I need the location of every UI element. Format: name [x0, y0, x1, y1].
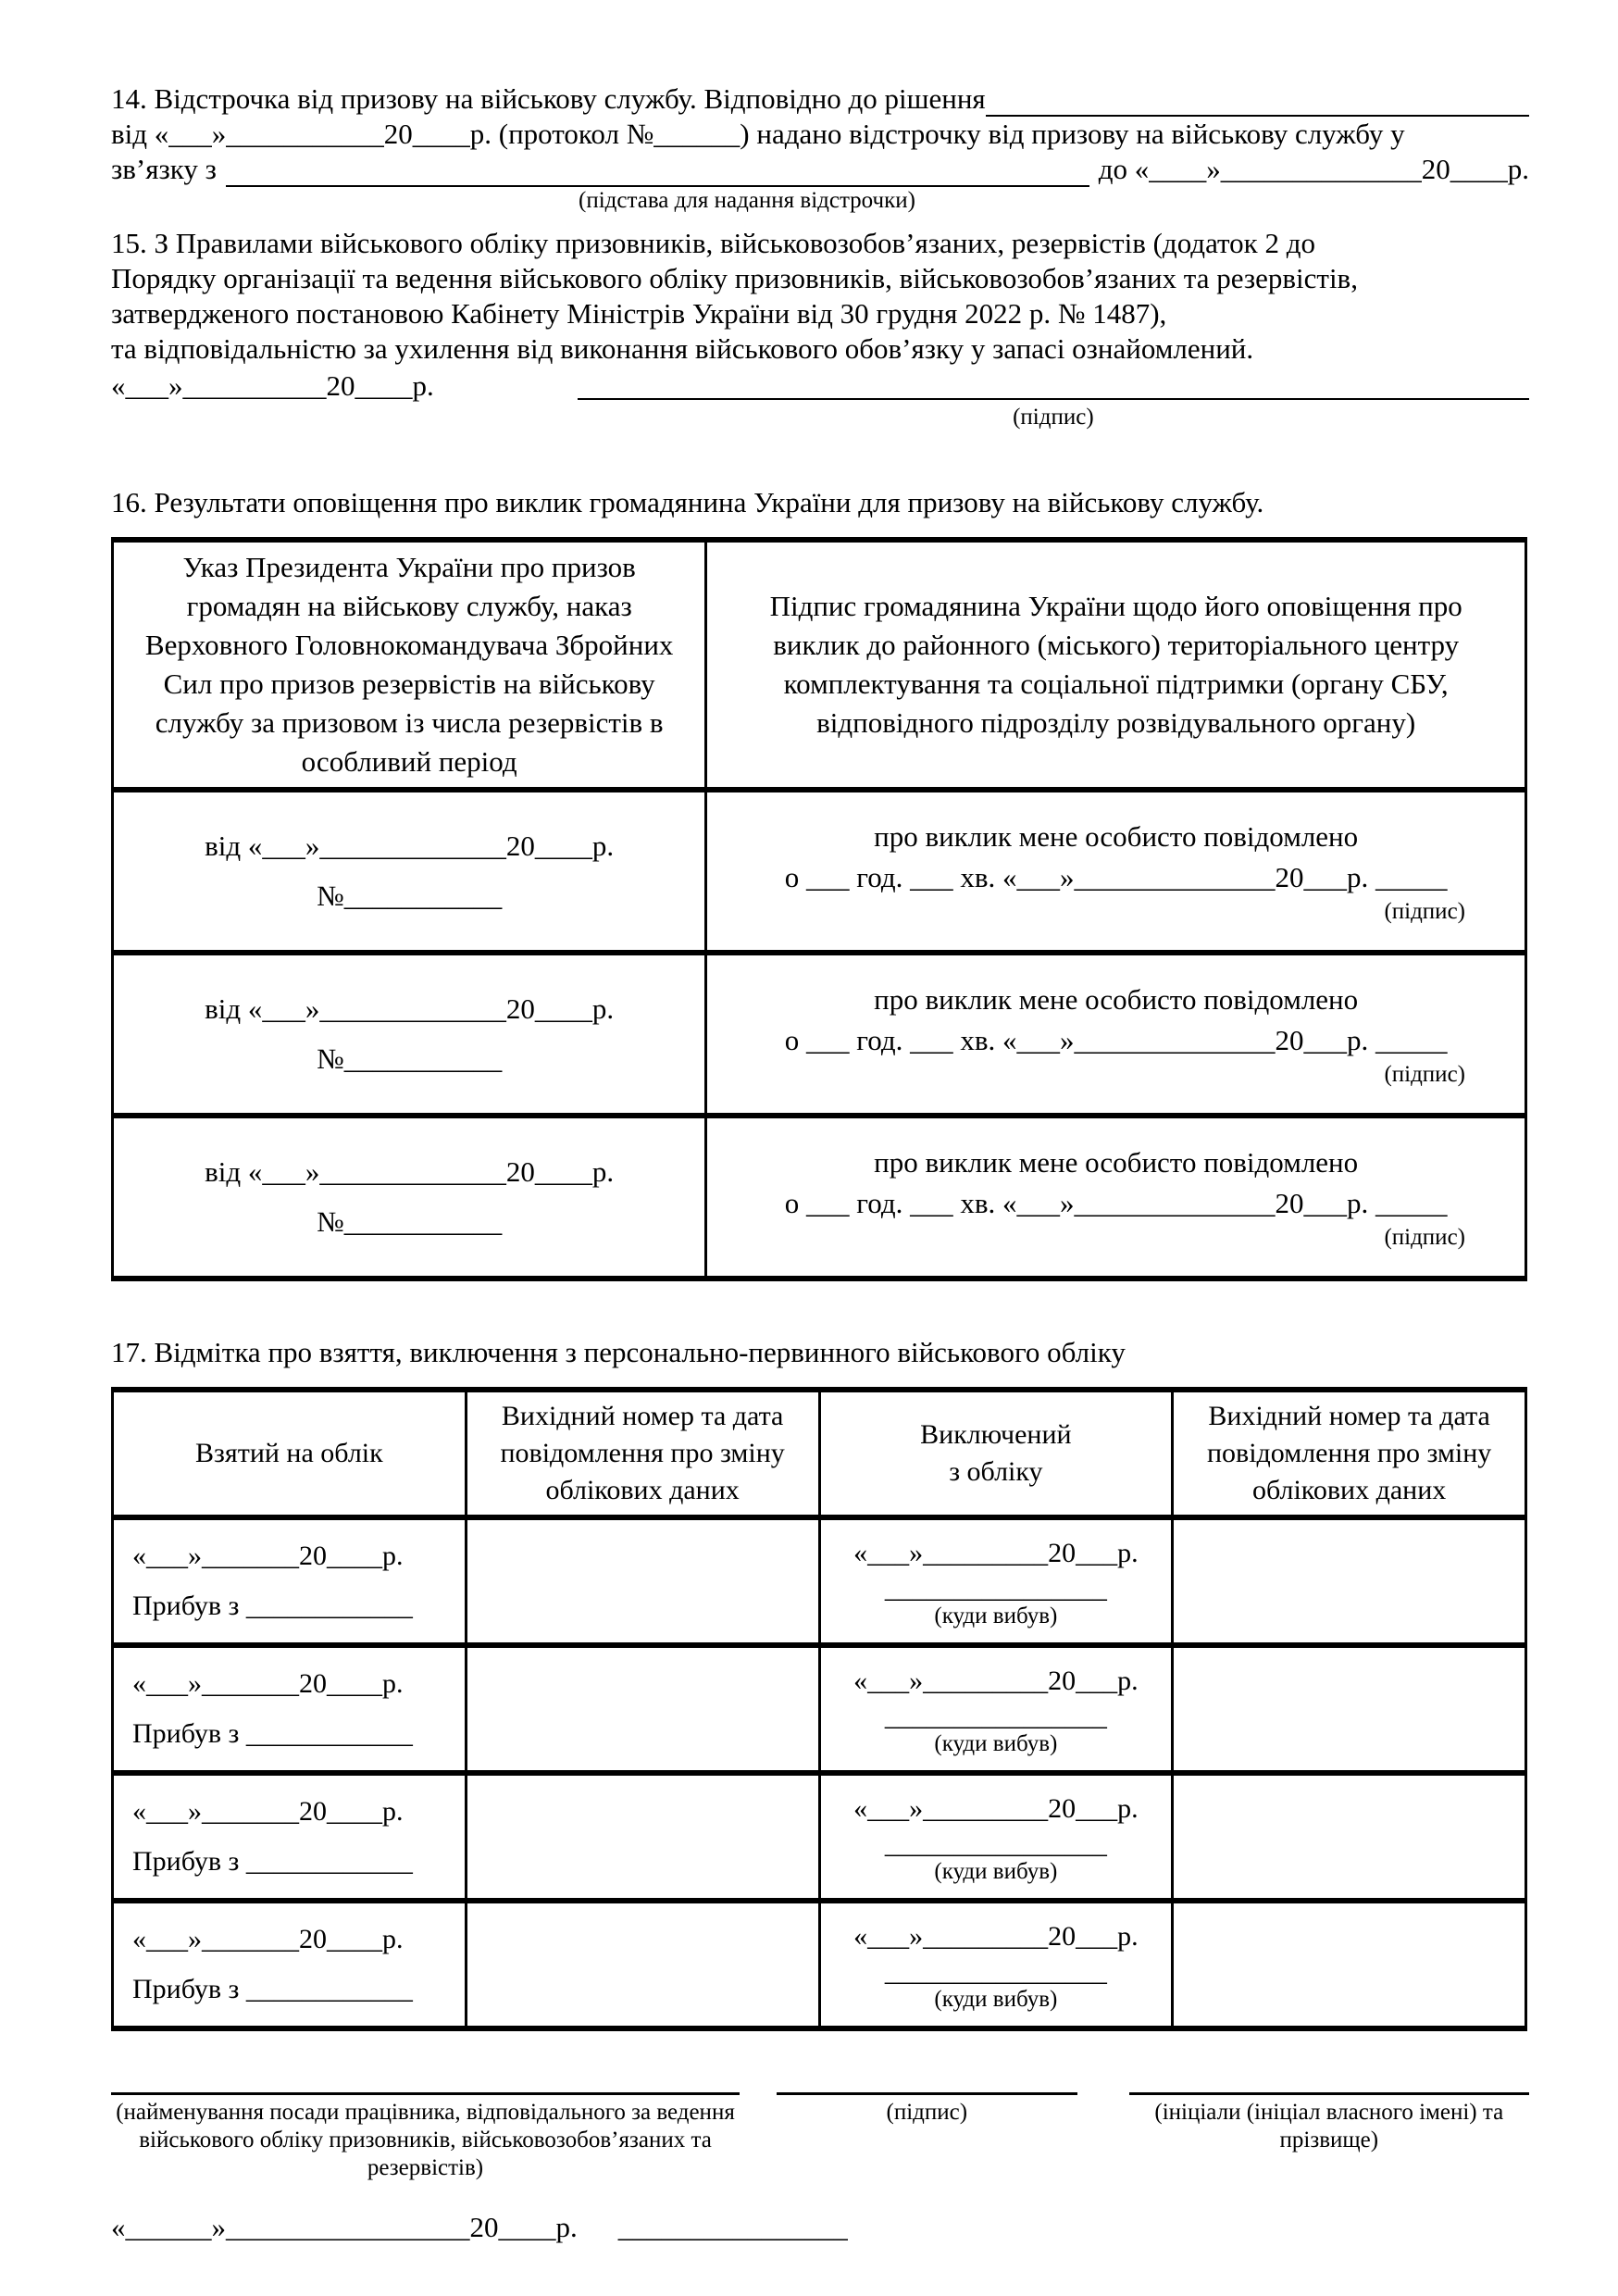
- notified-datetime-blank: о ___ год. ___ хв. «___»______________20…: [784, 861, 1448, 893]
- notified-statement: про виклик мене особисто повідомлено: [874, 1146, 1359, 1179]
- table-row: «___»_______20____р. Прибув з __________…: [111, 1515, 1527, 1648]
- table-row: від «___»_____________20____р. №________…: [110, 950, 1527, 1118]
- decree-number-blank: №___________: [317, 880, 503, 912]
- section-14-text-line3-start: зв’язку з: [111, 153, 217, 185]
- signature-caption: (підпис): [1384, 1062, 1465, 1087]
- departed-to-blank: ________________: [884, 1828, 1107, 1859]
- header-outgoing-number-1: Вихідний номер та дата повідомлення про …: [464, 1387, 821, 1520]
- signature-caption: (підпис): [1384, 899, 1465, 924]
- decision-blank-line: [985, 83, 1529, 117]
- outgoing-number-cell: [464, 1898, 821, 2031]
- arrived-from-blank: Прибув з ____________: [132, 1591, 413, 1621]
- departed-to-blank: ________________: [884, 1573, 1107, 1603]
- signature-caption: (підпис): [1013, 405, 1094, 430]
- signature-blank-line: [777, 2092, 1077, 2095]
- registered-date-blank: «___»_______20____р.: [132, 1541, 404, 1571]
- section-14-text-line3-end: до «____»______________20____р.: [1098, 153, 1529, 185]
- outgoing-number-cell: [1171, 1515, 1527, 1648]
- section-15-text-line1: 15. З Правилами військового обліку призо…: [111, 227, 1316, 259]
- footer-date-line: «______»_________________20____р. ______…: [111, 2210, 1529, 2245]
- header-outgoing-number-2: Вихідний номер та дата повідомлення про …: [1171, 1387, 1527, 1520]
- registered-date-blank: «___»_______20____р.: [132, 1796, 404, 1827]
- table-row: «___»_______20____р. Прибув з __________…: [111, 1770, 1527, 1903]
- table-header-row: Взятий на облік Вихідний номер та дата п…: [111, 1387, 1527, 1520]
- notified-datetime-blank: о ___ год. ___ хв. «___»______________20…: [784, 1024, 1448, 1056]
- table-row: від «___»_____________20____р. №________…: [110, 1113, 1527, 1281]
- section-14-text-line1: 14. Відстрочка від призову на військову …: [111, 82, 986, 115]
- registered-date-blank: «___»_______20____р.: [132, 1668, 404, 1699]
- arrived-from-blank: Прибув з ____________: [132, 1846, 413, 1877]
- notified-statement: про виклик мене особисто повідомлено: [874, 983, 1359, 1016]
- section-14: 14. Відстрочка від призову на військову …: [111, 81, 1529, 215]
- decree-date-blank: від «___»_____________20____р.: [205, 830, 615, 862]
- departed-to-caption: (куди вибув): [934, 1987, 1058, 2012]
- header-excluded: Виключений з обліку: [817, 1387, 1175, 1520]
- registration-marks-table: Взятий на облік Вихідний номер та дата п…: [111, 1387, 1527, 2031]
- header-registered: Взятий на облік: [111, 1387, 467, 1520]
- signature-caption: (підпис): [1384, 1225, 1465, 1250]
- outgoing-number-cell: [464, 1642, 821, 1776]
- table-row: «___»_______20____р. Прибув з __________…: [111, 1642, 1527, 1776]
- excluded-date-blank: «___»_________20___р.: [853, 1666, 1139, 1696]
- excluded-date-blank: «___»_________20___р.: [853, 1538, 1139, 1568]
- spacer: [578, 2210, 618, 2245]
- section-17-title: 17. Відмітка про взяття, виключення з пе…: [111, 1336, 1126, 1368]
- header-signature-column: Підпис громадянина України щодо його опо…: [704, 537, 1527, 792]
- departed-to-caption: (куди вибув): [934, 1603, 1058, 1628]
- section-16: 16. Результати оповіщення про виклик гро…: [110, 485, 1529, 1281]
- position-caption: (найменування посади працівника, відпові…: [116, 2100, 735, 2180]
- registered-date-blank: «___»_______20____р.: [132, 1924, 404, 1954]
- departed-to-caption: (куди вибув): [934, 1859, 1058, 1884]
- departed-to-blank: ________________: [884, 1956, 1107, 1987]
- deferment-reason-caption: (підстава для надання відстрочки): [579, 188, 915, 213]
- notified-statement: про виклик мене особисто повідомлено: [874, 820, 1359, 853]
- section-15-text-line2: Порядку організації та ведення військово…: [111, 262, 1358, 294]
- departed-to-blank: ________________: [884, 1701, 1107, 1731]
- signature-blank-line: [577, 368, 1529, 400]
- table-header-row: Указ Президента України про призов грома…: [110, 537, 1527, 792]
- signature-caption: (підпис): [886, 2100, 968, 2125]
- outgoing-number-cell: [464, 1515, 821, 1648]
- outgoing-number-cell: [1171, 1770, 1527, 1903]
- footer-signature-block: (найменування посади працівника, відпові…: [111, 2092, 1529, 2182]
- decree-date-blank: від «___»_____________20____р.: [205, 992, 615, 1025]
- arrived-from-blank: Прибув з ____________: [132, 1718, 413, 1749]
- reason-blank-line: [225, 154, 1089, 187]
- outgoing-number-cell: [1171, 1898, 1527, 2031]
- footer-extra-blank: ________________: [617, 2211, 848, 2243]
- decree-number-blank: №___________: [317, 1205, 503, 1238]
- position-blank-line: [111, 2092, 741, 2095]
- footer-date-blank: «______»_________________20____р.: [111, 2211, 578, 2243]
- section-15-text-line3: затвердженого постановою Кабінету Мініст…: [111, 297, 1167, 330]
- initials-blank-line: [1128, 2092, 1529, 2095]
- section-16-title: 16. Результати оповіщення про виклик гро…: [111, 486, 1264, 518]
- excluded-date-blank: «___»_________20___р.: [853, 1921, 1139, 1952]
- notification-results-table: Указ Президента України про призов грома…: [110, 537, 1527, 1281]
- outgoing-number-cell: [1171, 1642, 1527, 1776]
- decree-date-blank: від «___»_____________20____р.: [205, 1155, 615, 1188]
- section-15-text-line4: та відповідальністю за ухилення від вико…: [111, 332, 1254, 365]
- excluded-date-blank: «___»_________20___р.: [853, 1793, 1139, 1824]
- initials-caption: (ініціали (ініціал власного імені) та пр…: [1154, 2100, 1504, 2152]
- table-row: від «___»_____________20____р. №________…: [110, 787, 1527, 955]
- section-15: 15. З Правилами військового обліку призо…: [111, 226, 1529, 431]
- table-row: «___»_______20____р. Прибув з __________…: [111, 1898, 1527, 2031]
- notified-datetime-blank: о ___ год. ___ хв. «___»______________20…: [784, 1187, 1448, 1219]
- header-decree-column: Указ Президента України про призов грома…: [110, 537, 708, 792]
- decree-number-blank: №___________: [317, 1042, 503, 1075]
- section-17: 17. Відмітка про взяття, виключення з пе…: [111, 1335, 1529, 2031]
- section-15-date-line: «___»__________20____р.: [111, 369, 434, 402]
- departed-to-caption: (куди вибув): [934, 1731, 1058, 1756]
- outgoing-number-cell: [464, 1770, 821, 1903]
- section-14-text-line2: від «___»___________20____р. (протокол №…: [111, 118, 1405, 150]
- arrived-from-blank: Прибув з ____________: [132, 1974, 413, 2004]
